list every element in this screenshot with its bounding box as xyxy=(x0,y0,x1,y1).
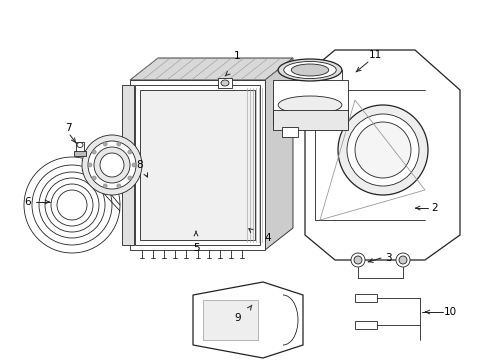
Circle shape xyxy=(103,142,107,146)
Polygon shape xyxy=(264,58,292,250)
Ellipse shape xyxy=(77,143,83,148)
Ellipse shape xyxy=(291,64,328,76)
Circle shape xyxy=(350,253,364,267)
Circle shape xyxy=(103,184,107,188)
Polygon shape xyxy=(130,58,292,80)
Bar xyxy=(135,85,260,245)
Bar xyxy=(354,294,376,302)
Ellipse shape xyxy=(278,96,341,114)
Circle shape xyxy=(88,163,92,167)
Circle shape xyxy=(132,163,136,167)
Bar xyxy=(130,80,264,250)
Circle shape xyxy=(92,176,96,180)
Bar xyxy=(140,90,254,240)
Circle shape xyxy=(127,150,132,154)
Bar xyxy=(122,85,134,245)
Circle shape xyxy=(337,105,427,195)
Bar xyxy=(272,110,347,130)
Text: 3: 3 xyxy=(384,253,390,263)
Circle shape xyxy=(94,147,130,183)
Text: 4: 4 xyxy=(264,233,271,243)
Circle shape xyxy=(398,256,406,264)
Text: 2: 2 xyxy=(431,203,437,213)
Circle shape xyxy=(82,135,142,195)
Ellipse shape xyxy=(221,80,228,86)
Circle shape xyxy=(117,142,121,146)
Bar xyxy=(203,300,258,340)
Circle shape xyxy=(395,253,409,267)
Text: 7: 7 xyxy=(64,123,71,133)
Circle shape xyxy=(117,184,121,188)
Polygon shape xyxy=(305,50,459,260)
Bar xyxy=(218,78,231,88)
Ellipse shape xyxy=(283,62,336,78)
Circle shape xyxy=(354,122,410,178)
Circle shape xyxy=(100,153,124,177)
Bar xyxy=(76,142,84,154)
Bar xyxy=(354,321,376,329)
Polygon shape xyxy=(193,282,303,358)
Text: 1: 1 xyxy=(233,51,240,61)
Text: 9: 9 xyxy=(234,313,241,323)
Text: 6: 6 xyxy=(24,197,31,207)
Circle shape xyxy=(127,176,132,180)
Text: 10: 10 xyxy=(443,307,456,317)
Ellipse shape xyxy=(278,59,341,81)
Text: 11: 11 xyxy=(367,50,381,60)
Circle shape xyxy=(353,256,361,264)
Text: 5: 5 xyxy=(192,243,199,253)
Text: 8: 8 xyxy=(137,160,143,170)
Circle shape xyxy=(346,114,418,186)
Circle shape xyxy=(88,141,136,189)
Bar xyxy=(282,127,297,137)
Bar xyxy=(272,80,347,125)
Circle shape xyxy=(92,150,96,154)
Bar xyxy=(74,151,86,156)
